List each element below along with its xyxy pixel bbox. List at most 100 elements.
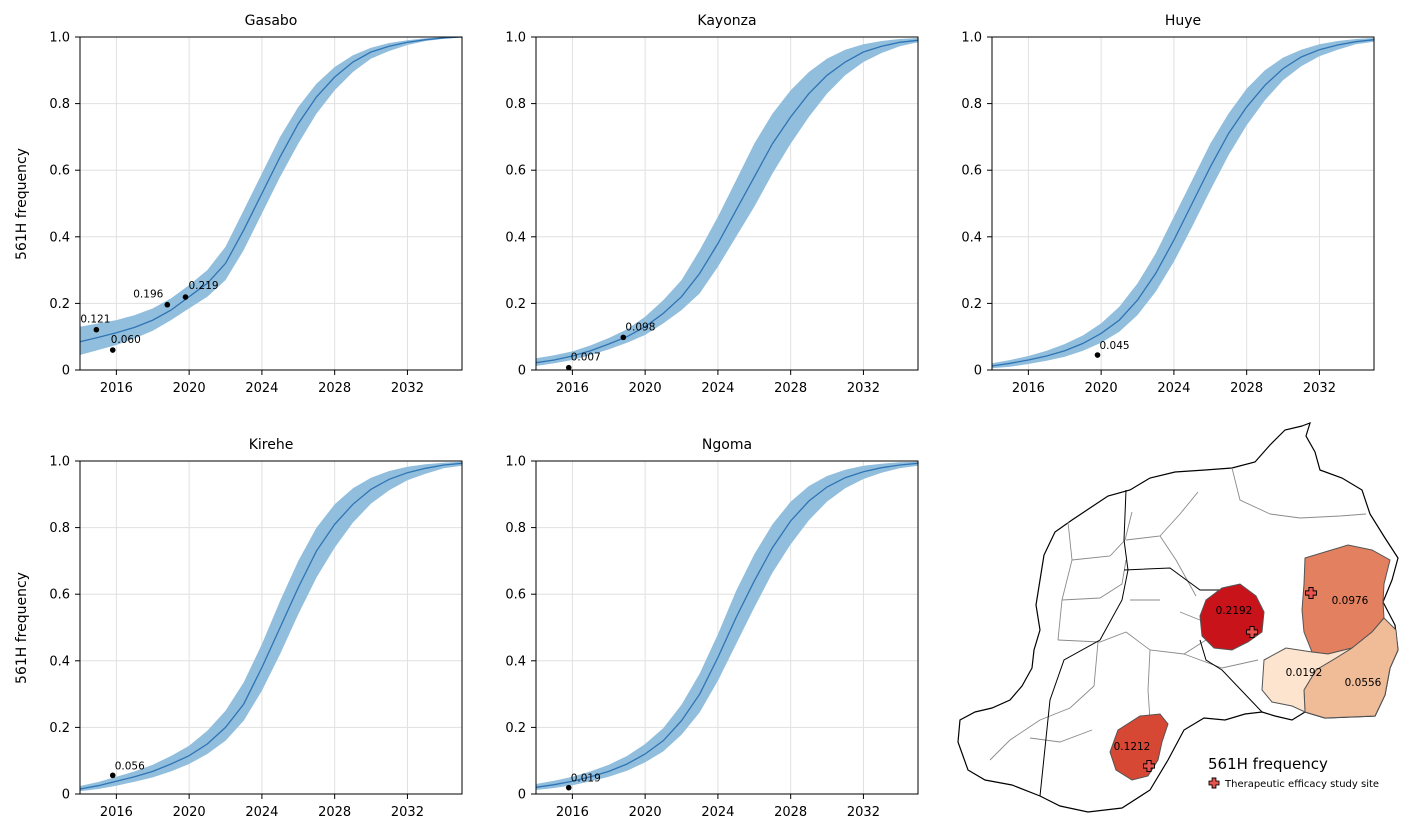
study-site-kayonza <box>1305 587 1317 599</box>
observed-point <box>164 301 171 308</box>
x-tick-label: 2028 <box>774 381 807 396</box>
y-tick-label: 1.0 <box>505 31 526 46</box>
y-tick-label: 0.6 <box>505 164 526 179</box>
chart-title: Kayonza <box>697 13 756 29</box>
uncertainty-band-huye <box>992 38 1374 369</box>
chart-kayonza: 2016 2020 2024 2028 2032 0 0.2 0.4 0.6 0.8 1.0 Kayo… <box>505 13 919 396</box>
x-tick-label: 2028 <box>1230 381 1263 396</box>
y-tick-label: 0.6 <box>49 588 70 603</box>
map-legend-item: Therapeutic efficacy study site <box>1224 779 1379 790</box>
observed-point-label: 0.121 <box>80 314 110 326</box>
observed-point-label: 0.056 <box>115 760 145 772</box>
district-label-huye: 0.1212 <box>1114 741 1151 753</box>
observed-point-label: 0.196 <box>133 289 163 301</box>
x-tick-label: 2028 <box>774 805 807 820</box>
y-tick-label: 0.8 <box>505 521 526 536</box>
uncertainty-band-kayonza <box>536 38 918 366</box>
x-tick-label: 2020 <box>1085 381 1118 396</box>
observed-point-label: 0.045 <box>1100 340 1130 352</box>
y-tick-label: 1.0 <box>961 31 982 46</box>
y-tick-label: 0.4 <box>505 230 526 245</box>
x-tick-label: 2032 <box>847 805 880 820</box>
y-tick-label: 0.2 <box>49 297 70 312</box>
study-site-huye <box>1143 760 1155 772</box>
observed-point <box>109 347 116 353</box>
chart-title: Ngoma <box>702 437 752 453</box>
chart-kirehe: 2016 2020 2024 2028 2032 0 0.2 0.4 0.6 0.8 1.0 Kire… <box>49 437 463 820</box>
y-tick-label: 0.6 <box>49 164 70 179</box>
x-tick-label: 2024 <box>245 805 278 820</box>
y-tick-label: 0 <box>518 788 526 803</box>
chart-title: Huye <box>1165 13 1201 29</box>
district-label-kirehe: 0.0556 <box>1345 677 1382 689</box>
uncertainty-band-ngoma <box>536 461 918 790</box>
district-ngoma <box>1261 647 1353 713</box>
observed-point <box>565 364 572 371</box>
map-legend-site-marker <box>1208 777 1220 789</box>
chart-title: Kirehe <box>249 437 294 453</box>
x-tick-label: 2024 <box>245 381 278 396</box>
chart-ngoma: 2016 2020 2024 2028 2032 0 0.2 0.4 0.6 0.8 1.0 Ngom… <box>505 437 919 820</box>
median-line-kayonza <box>535 39 919 364</box>
x-tick-label: 2016 <box>556 805 589 820</box>
y-tick-label: 0.8 <box>961 97 982 112</box>
observed-point <box>620 334 627 341</box>
x-tick-label: 2020 <box>629 381 662 396</box>
x-tick-label: 2032 <box>847 381 880 396</box>
x-tick-label: 2032 <box>1303 381 1336 396</box>
y-tick-label: 0.2 <box>505 297 526 312</box>
observed-point-label: 0.060 <box>111 334 141 346</box>
observed-point-label: 0.019 <box>571 773 601 785</box>
x-tick-label: 2024 <box>1157 381 1190 396</box>
district-label-gasabo: 0.2192 <box>1216 605 1253 617</box>
x-tick-label: 2016 <box>556 381 589 396</box>
plot-frame-kirehe <box>79 460 463 795</box>
y-tick-label: 1.0 <box>49 31 70 46</box>
y-tick-label: 0 <box>62 364 70 379</box>
observed-point <box>565 784 572 791</box>
observed-point <box>93 326 100 333</box>
y-tick-label: 0.6 <box>505 588 526 603</box>
y-tick-label: 0 <box>518 364 526 379</box>
median-line-ngoma <box>535 462 919 788</box>
x-tick-label: 2024 <box>701 381 734 396</box>
y-tick-label: 0.2 <box>49 721 70 736</box>
y-tick-label: 0.4 <box>961 230 982 245</box>
country-outline <box>957 422 1399 813</box>
observed-point <box>109 772 116 779</box>
chart-gasabo: 2016 2020 2024 2028 2032 0 0.2 0.4 0.6 0.8 1.0 Gasa… <box>49 13 463 396</box>
y-tick-label: 0.4 <box>505 654 526 669</box>
plot-frame-ngoma <box>535 460 919 795</box>
y-tick-label: 0 <box>974 364 982 379</box>
observed-point-label: 0.219 <box>189 280 219 292</box>
x-tick-label: 2032 <box>391 805 424 820</box>
district-map: 0.2192 0.0976 0.0556 0.0192 0.1212 561H … <box>957 422 1399 813</box>
y-tick-label: 1.0 <box>505 455 526 470</box>
y-tick-label: 1.0 <box>49 455 70 470</box>
x-tick-label: 2020 <box>173 805 206 820</box>
observed-point-label: 0.098 <box>625 321 655 333</box>
x-tick-label: 2016 <box>1012 381 1045 396</box>
y-tick-label: 0.6 <box>961 164 982 179</box>
y-axis-label-row-2: 561H frequency <box>14 572 30 684</box>
x-tick-label: 2016 <box>100 805 133 820</box>
median-line-kirehe <box>79 462 463 790</box>
legend-cross-icon <box>1208 777 1220 789</box>
x-tick-label: 2020 <box>629 805 662 820</box>
y-tick-label: 0.4 <box>49 654 70 669</box>
x-tick-label: 2032 <box>391 381 424 396</box>
observed-point <box>1094 352 1101 358</box>
study-site-markers <box>1143 587 1317 772</box>
x-tick-label: 2020 <box>173 381 206 396</box>
y-tick-label: 0.8 <box>49 521 70 536</box>
district-label-kayonza: 0.0976 <box>1332 595 1369 607</box>
y-tick-label: 0.2 <box>505 721 526 736</box>
y-tick-label: 0.2 <box>961 297 982 312</box>
plot-frame-gasabo <box>79 36 463 371</box>
median-line-gasabo <box>79 36 463 343</box>
chart-title: Gasabo <box>245 13 298 29</box>
study-site-gasabo <box>1246 626 1258 638</box>
observed-point <box>182 294 189 300</box>
province-boundaries <box>1039 489 1263 797</box>
